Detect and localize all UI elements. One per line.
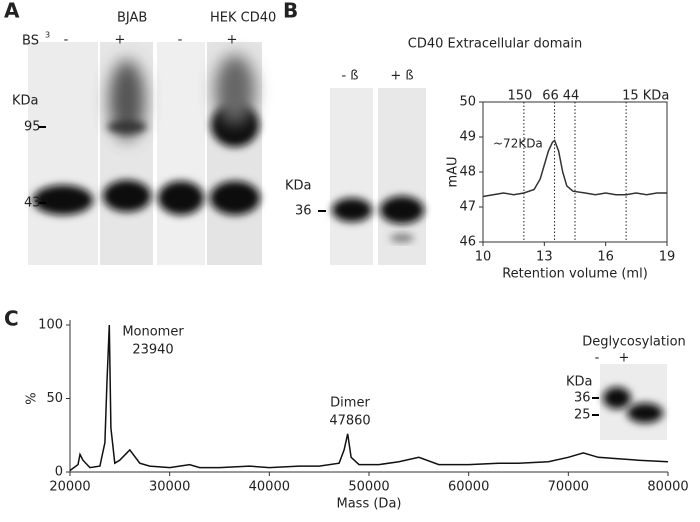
- x-tick-label: 10: [475, 250, 492, 265]
- panel-letter: A: [4, 0, 20, 23]
- y-tick-label: 49: [459, 130, 476, 145]
- size-marker-label: 15 KDa: [622, 89, 669, 104]
- x-tick-label: 70000: [548, 480, 589, 495]
- panel-letter: C: [4, 307, 19, 331]
- unit-label: KDa: [12, 94, 39, 109]
- x-tick-label: 16: [597, 250, 614, 265]
- lane-label: +: [227, 33, 238, 48]
- x-tick-label: 20000: [49, 480, 90, 495]
- annotation: Monomer: [122, 325, 184, 340]
- y-tick-label: 48: [459, 165, 476, 180]
- size-marker-label: 44: [563, 89, 580, 104]
- group-label: HEK CD40: [210, 11, 276, 26]
- lane-label: - ß: [341, 69, 358, 84]
- unit-label: KDa: [285, 179, 312, 194]
- x-tick-label: 19: [659, 250, 676, 265]
- x-axis-label: Retention volume (ml): [502, 267, 648, 282]
- panel-title: CD40 Extracellular domain: [408, 37, 582, 52]
- x-tick-label: 30000: [149, 480, 190, 495]
- marker-label: 25: [574, 408, 591, 423]
- lane-label: -: [178, 33, 183, 48]
- annotation: Dimer: [330, 396, 370, 411]
- x-tick-label: 40000: [249, 480, 290, 495]
- y-tick-label: 50: [46, 391, 63, 406]
- x-tick-label: 13: [536, 250, 553, 265]
- y-tick-label: 100: [38, 318, 63, 333]
- panel-letter: B: [283, 0, 298, 23]
- blot-a: [28, 42, 262, 265]
- y-tick-label: 50: [459, 95, 476, 110]
- marker-label: 95: [24, 120, 41, 135]
- y-tick-label: 46: [459, 235, 476, 250]
- group-label: BJAB: [117, 11, 147, 26]
- x-tick-label: 80000: [647, 480, 688, 495]
- marker-label: 36: [295, 204, 312, 219]
- unit-label: KDa: [566, 375, 593, 390]
- y-axis-label: mAU: [446, 156, 461, 187]
- y-tick-label: 0: [55, 465, 63, 480]
- size-marker-label: 66: [542, 89, 559, 104]
- inset-title: Deglycosylation: [582, 335, 686, 350]
- reagent-label: BS: [22, 34, 39, 49]
- lane-label: -: [595, 351, 600, 366]
- y-axis-label: %: [25, 392, 40, 404]
- x-axis-label: Mass (Da): [337, 497, 402, 512]
- y-tick-label: 47: [459, 200, 476, 215]
- reagent-superscript: 3: [45, 31, 50, 40]
- x-tick-label: 50000: [348, 480, 389, 495]
- marker-label: 36: [574, 391, 591, 406]
- annotation: ~72KDa: [493, 137, 543, 151]
- annotation: 47860: [329, 414, 370, 429]
- x-tick-label: 60000: [448, 480, 489, 495]
- lane-label: + ß: [390, 69, 413, 84]
- lane-label: +: [115, 33, 126, 48]
- lane-label: +: [619, 351, 630, 366]
- annotation: 23940: [132, 343, 173, 358]
- blot-c: [592, 364, 667, 440]
- data-line: [69, 324, 669, 472]
- marker-label: 43: [24, 196, 41, 211]
- blot-b: [318, 88, 426, 265]
- data-line: [482, 139, 667, 198]
- lane-label: -: [64, 33, 69, 48]
- size-marker-label: 150: [507, 89, 532, 104]
